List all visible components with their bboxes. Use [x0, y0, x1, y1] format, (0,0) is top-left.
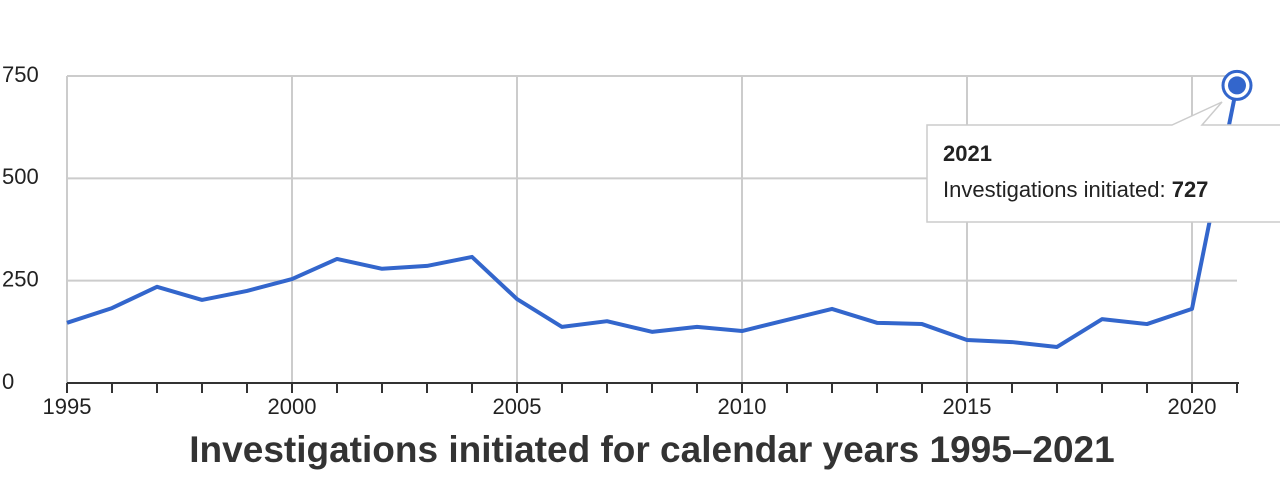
x-tick-label: 2005 [493, 394, 542, 419]
highlight-dot [1228, 76, 1246, 95]
x-tick-label: 2020 [1168, 394, 1217, 419]
y-tick-label: 0 [2, 369, 14, 394]
x-tick-label: 2010 [718, 394, 767, 419]
tooltip-title: 2021 [943, 141, 992, 166]
tooltip-box [926, 101, 1280, 223]
y-tick-label: 250 [2, 266, 39, 291]
y-tick-label: 750 [2, 62, 39, 87]
x-tick-label: 2015 [943, 394, 992, 419]
y-tick-label: 500 [2, 164, 39, 189]
data-line [66, 85, 1239, 349]
tooltip-text: Investigations initiated: 727 [943, 177, 1208, 202]
chart-title: Investigations initiated for calendar ye… [189, 429, 1114, 470]
tooltip-label: Investigations initiated: [943, 177, 1166, 202]
x-tick-label: 2000 [268, 394, 317, 419]
x-tick-label: 1995 [43, 394, 92, 419]
tooltip-value: 727 [1172, 177, 1209, 202]
